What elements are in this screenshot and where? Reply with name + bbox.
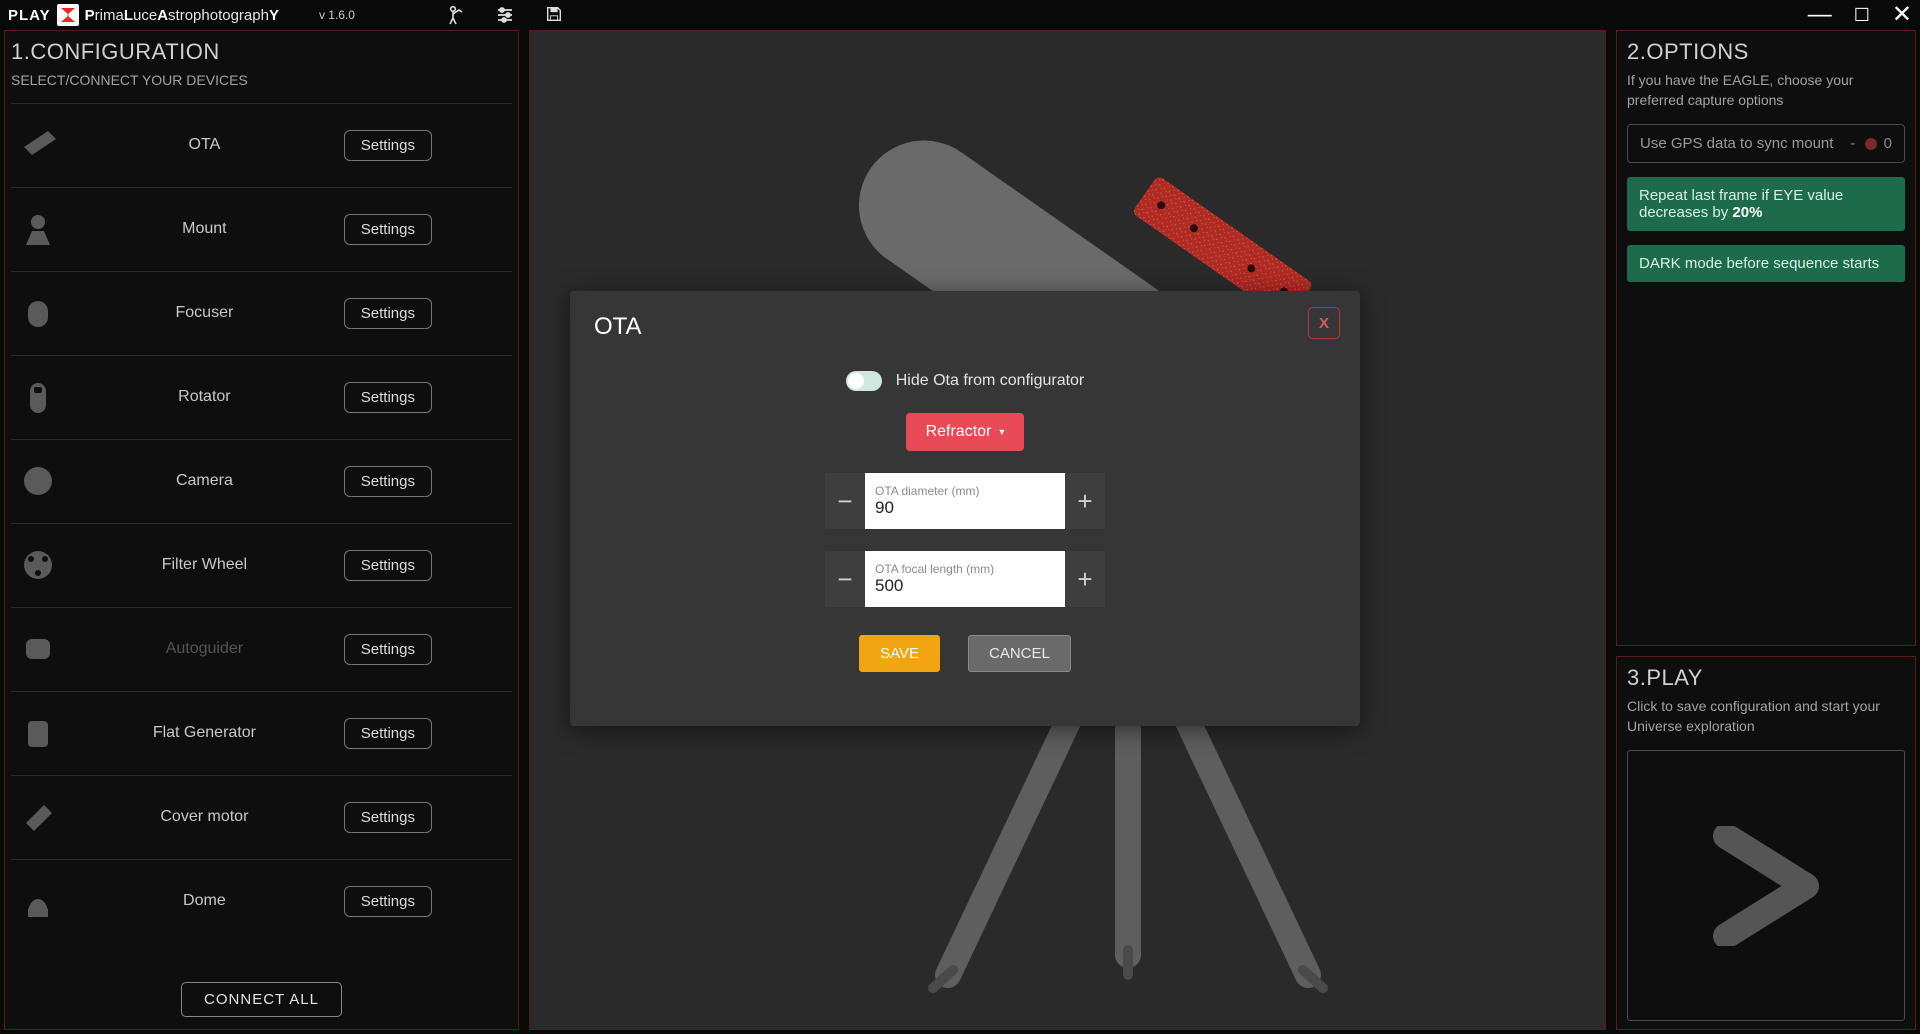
device-row-flat-generator: Flat GeneratorSettings <box>11 691 512 775</box>
title-bar: PLAY PrimaLuceAstrophotographY v 1.6.0 —… <box>0 0 1920 30</box>
device-icon <box>11 461 65 501</box>
device-label: Filter Wheel <box>65 556 344 574</box>
play-subtitle: Click to save configuration and start yo… <box>1627 697 1905 736</box>
preview-panel: OTA X Hide Ota from configurator Refract… <box>529 30 1606 1030</box>
config-title: 1.CONFIGURATION <box>11 39 512 65</box>
gps-sync-option[interactable]: Use GPS data to sync mount - 0 <box>1627 124 1905 163</box>
repeat-frame-option[interactable]: Repeat last frame if EYE value decreases… <box>1627 177 1905 231</box>
device-settings-button[interactable]: Settings <box>344 550 432 581</box>
device-settings-button[interactable]: Settings <box>344 214 432 245</box>
device-label: Rotator <box>65 388 344 406</box>
observer-icon[interactable] <box>445 5 465 25</box>
device-icon <box>11 797 65 837</box>
device-label: Flat Generator <box>65 724 344 742</box>
device-settings-button[interactable]: Settings <box>344 466 432 497</box>
diameter-plus-button[interactable]: + <box>1065 473 1105 529</box>
device-row-dome: DomeSettings <box>11 859 512 943</box>
device-settings-button[interactable]: Settings <box>344 130 432 161</box>
top-toolbar <box>445 5 565 25</box>
diameter-input[interactable] <box>875 498 1055 518</box>
focal-label: OTA focal length (mm) <box>875 562 1055 576</box>
app-name: PLAY <box>8 7 51 24</box>
device-icon <box>11 881 65 921</box>
device-label: Cover motor <box>65 808 344 826</box>
focal-stepper: − OTA focal length (mm) + <box>825 551 1105 607</box>
device-icon <box>11 293 65 333</box>
device-row-cover-motor: Cover motorSettings <box>11 775 512 859</box>
diameter-label: OTA diameter (mm) <box>875 484 1055 498</box>
options-title: 2.OPTIONS <box>1627 39 1905 65</box>
save-icon[interactable] <box>545 5 565 25</box>
maximize-button[interactable]: ☐ <box>1854 6 1870 24</box>
device-label: Mount <box>65 220 344 238</box>
save-button[interactable]: SAVE <box>859 635 940 672</box>
device-label: Dome <box>65 892 344 910</box>
device-row-mount: MountSettings <box>11 187 512 271</box>
hide-ota-label: Hide Ota from configurator <box>896 372 1085 390</box>
hide-ota-toggle[interactable] <box>846 371 882 391</box>
options-subtitle: If you have the EAGLE, choose your prefe… <box>1627 71 1905 110</box>
satellite-icon <box>1863 136 1879 152</box>
device-label: Focuser <box>65 304 344 322</box>
cancel-button[interactable]: CANCEL <box>968 635 1071 672</box>
app-logo-icon <box>57 4 79 26</box>
gps-count: 0 <box>1884 135 1892 152</box>
device-row-camera: CameraSettings <box>11 439 512 523</box>
focal-minus-button[interactable]: − <box>825 551 865 607</box>
play-icon <box>1706 826 1826 946</box>
hide-ota-toggle-row[interactable]: Hide Ota from configurator <box>846 371 1085 391</box>
play-title: 3.PLAY <box>1627 665 1905 691</box>
device-icon <box>11 377 65 417</box>
window-controls: — ☐ ✕ <box>1808 0 1912 30</box>
gps-sync-label: Use GPS data to sync mount <box>1640 135 1833 152</box>
device-row-ota: OTASettings <box>11 103 512 187</box>
device-row-autoguider: AutoguiderSettings <box>11 607 512 691</box>
diameter-minus-button[interactable]: − <box>825 473 865 529</box>
diameter-stepper: − OTA diameter (mm) + <box>825 473 1105 529</box>
device-settings-button[interactable]: Settings <box>344 298 432 329</box>
device-settings-button[interactable]: Settings <box>344 718 432 749</box>
focal-plus-button[interactable]: + <box>1065 551 1105 607</box>
device-row-focuser: FocuserSettings <box>11 271 512 355</box>
device-label: Camera <box>65 472 344 490</box>
device-row-rotator: RotatorSettings <box>11 355 512 439</box>
version-label: v 1.6.0 <box>319 8 355 22</box>
modal-close-button[interactable]: X <box>1308 307 1340 339</box>
minimize-button[interactable]: — <box>1808 3 1832 27</box>
device-label: Autoguider <box>65 640 344 658</box>
device-icon <box>11 125 65 165</box>
device-icon <box>11 209 65 249</box>
device-settings-button[interactable]: Settings <box>344 886 432 917</box>
focal-input[interactable] <box>875 576 1055 596</box>
ota-type-dropdown[interactable]: Refractor <box>906 413 1025 451</box>
ota-settings-modal: OTA X Hide Ota from configurator Refract… <box>570 291 1360 726</box>
play-panel: 3.PLAY Click to save configuration and s… <box>1616 656 1916 1030</box>
device-label: OTA <box>65 136 344 154</box>
device-row-filter-wheel: Filter WheelSettings <box>11 523 512 607</box>
connect-all-button[interactable]: CONNECT ALL <box>181 982 342 1017</box>
config-subtitle: SELECT/CONNECT YOUR DEVICES <box>11 71 512 91</box>
modal-title: OTA <box>594 313 1336 341</box>
configuration-panel: 1.CONFIGURATION SELECT/CONNECT YOUR DEVI… <box>4 30 519 1030</box>
play-button[interactable] <box>1627 750 1905 1021</box>
device-settings-button[interactable]: Settings <box>344 382 432 413</box>
device-icon <box>11 713 65 753</box>
device-settings-button[interactable]: Settings <box>344 634 432 665</box>
sliders-icon[interactable] <box>495 5 515 25</box>
brand: PLAY PrimaLuceAstrophotographY <box>8 4 279 26</box>
close-button[interactable]: ✕ <box>1892 3 1912 27</box>
device-settings-button[interactable]: Settings <box>344 802 432 833</box>
app-tagline: PrimaLuceAstrophotographY <box>85 7 279 24</box>
device-icon <box>11 545 65 585</box>
dark-mode-option[interactable]: DARK mode before sequence starts <box>1627 245 1905 282</box>
options-panel: 2.OPTIONS If you have the EAGLE, choose … <box>1616 30 1916 646</box>
device-icon <box>11 629 65 669</box>
